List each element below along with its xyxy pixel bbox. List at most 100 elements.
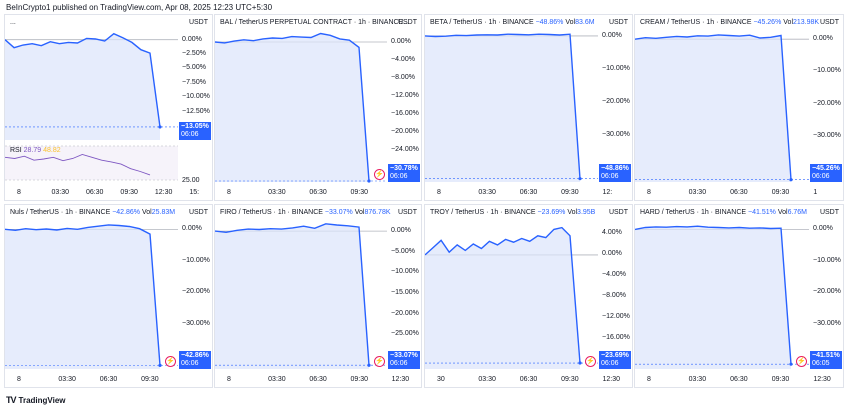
volume-label: Vol: [354, 209, 365, 216]
price-line: [5, 224, 161, 366]
x-axis-tick: 09:30: [350, 189, 368, 196]
symbol-name: FIRO / TetherUS · 1h · BINANCE: [220, 209, 323, 216]
price-chart[interactable]: [425, 15, 633, 201]
y-axis-tick: −10.00%: [602, 64, 630, 72]
tradingview-logo: TV: [6, 395, 16, 405]
publisher-header: BeInCrypto1 published on TradingView.com…: [6, 3, 273, 12]
price-chart[interactable]: [635, 15, 844, 201]
price-area: [5, 33, 160, 141]
chart-panel-5[interactable]: FIRO / TetherUS · 1h · BINANCE −33.07% V…: [214, 204, 422, 388]
tradingview-footer[interactable]: TV TradingView: [6, 395, 66, 405]
y-axis-tick: −10.00%: [182, 93, 210, 101]
lightning-icon[interactable]: ⚡: [374, 169, 385, 180]
y-axis-tick: −10.00%: [182, 256, 210, 264]
x-axis-tick: 8: [17, 189, 21, 196]
x-axis-tick: 03:30: [688, 189, 707, 196]
y-axis-tick: −4.00%: [391, 56, 415, 64]
x-axis-tick: 30: [437, 376, 445, 383]
lightning-icon[interactable]: ⚡: [374, 356, 385, 367]
y-axis-tick: −20.00%: [391, 128, 419, 135]
chart-panel-7[interactable]: HARD / TetherUS · 1h · BINANCE −41.51% V…: [634, 204, 844, 388]
x-axis-tick: 03:30: [51, 189, 69, 196]
y-axis-tick: 0.00%: [602, 31, 622, 39]
y-axis-tick: −25.00%: [391, 330, 419, 338]
chart-panel-3[interactable]: CREAM / TetherUS · 1h · BINANCE −45.26% …: [634, 14, 844, 201]
price-area: [635, 226, 791, 369]
symbol-name: BETA / TetherUS · 1h · BINANCE: [430, 19, 534, 26]
currency-button[interactable]: USDT: [397, 209, 417, 216]
price-label: −42.86%: [181, 352, 209, 359]
y-axis-tick: 4.00%: [602, 229, 622, 236]
y-axis-tick: −30.00%: [182, 319, 210, 327]
price-chart[interactable]: [635, 205, 844, 388]
y-axis-tick: −8.00%: [391, 74, 415, 82]
price-chart[interactable]: [215, 15, 422, 201]
lightning-icon[interactable]: ⚡: [796, 356, 807, 367]
y-axis-tick: −20.00%: [813, 99, 841, 107]
currency-button[interactable]: USDT: [397, 19, 417, 26]
price-label: −30.78%: [390, 165, 418, 172]
x-axis-tick: 06:30: [85, 189, 104, 196]
y-axis-tick: −4.00%: [602, 271, 626, 278]
bar-countdown: 06:06: [390, 173, 408, 180]
rsi-level-tick: 25.00: [182, 177, 200, 184]
x-axis-tick: 06:30: [730, 189, 748, 196]
y-axis-tick: 0.00%: [391, 38, 411, 46]
symbol-title[interactable]: TROY / TetherUS · 1h · BINANCE −23.69% V…: [430, 209, 595, 216]
price-area: [425, 34, 580, 183]
x-axis-tick: 09:30: [771, 376, 790, 383]
x-axis-tick: 06:30: [730, 376, 748, 383]
change-percent: −42.86%: [112, 209, 141, 216]
volume-label: Vol: [567, 209, 578, 216]
symbol-title[interactable]: Nuls / TetherUS · 1h · BINANCE −42.86% V…: [10, 209, 175, 216]
symbol-title[interactable]: CREAM / TetherUS · 1h · BINANCE −45.26% …: [640, 19, 819, 26]
currency-button[interactable]: USDT: [608, 19, 628, 26]
lightning-icon[interactable]: ⚡: [585, 356, 596, 367]
price-badge: −45.26% 06:06: [810, 164, 842, 182]
volume-label: Vol: [783, 19, 793, 26]
lightning-icon[interactable]: ⚡: [165, 356, 176, 367]
y-axis-tick: −30.00%: [602, 130, 630, 138]
symbol-title[interactable]: BAL / TetherUS PERPETUAL CONTRACT · 1h ·…: [220, 19, 409, 26]
symbol-title[interactable]: HARD / TetherUS · 1h · BINANCE −41.51% V…: [640, 209, 807, 216]
y-axis-tick: −12.00%: [391, 92, 419, 100]
symbol-title[interactable]: FIRO / TetherUS · 1h · BINANCE −33.07% V…: [220, 209, 391, 216]
chart-panel-2[interactable]: BETA / TetherUS · 1h · BINANCE −48.86% V…: [424, 14, 633, 201]
chart-panel-4[interactable]: Nuls / TetherUS · 1h · BINANCE −42.86% V…: [4, 204, 213, 388]
rsi-line: [5, 154, 151, 176]
x-axis-tick: 03:30: [478, 376, 496, 383]
last-price-dot: [158, 363, 162, 367]
currency-button[interactable]: USDT: [608, 209, 628, 216]
y-axis-tick: −7.50%: [182, 78, 206, 86]
price-chart[interactable]: [215, 205, 422, 388]
price-chart[interactable]: [5, 205, 213, 388]
price-line: [635, 225, 792, 365]
currency-button[interactable]: USDT: [819, 209, 839, 216]
currency-button[interactable]: USDT: [188, 19, 208, 26]
volume-value: 25.83M: [151, 209, 176, 216]
volume-value: 6.76M: [787, 209, 808, 216]
price-chart[interactable]: [5, 15, 213, 201]
y-axis-tick: −20.00%: [602, 97, 630, 105]
currency-button[interactable]: USDT: [188, 209, 208, 216]
price-badge: −13.05% 06:06: [179, 121, 211, 140]
x-axis-tick: 09:30: [141, 376, 159, 383]
symbol-title[interactable]: BETA / TetherUS · 1h · BINANCE −48.86% V…: [430, 19, 595, 26]
x-axis-tick: 1: [813, 189, 818, 196]
chart-panel-1[interactable]: BAL / TetherUS PERPETUAL CONTRACT · 1h ·…: [214, 14, 422, 201]
bar-countdown: 06:06: [181, 130, 199, 138]
price-label: −41.51%: [812, 352, 840, 359]
bar-countdown: 06:06: [181, 360, 199, 367]
currency-button[interactable]: USDT: [819, 19, 839, 26]
x-axis-tick: 09:30: [771, 189, 790, 196]
volume-value: 213.98K: [793, 19, 820, 26]
symbol-title[interactable]: ...: [10, 19, 16, 26]
chart-panel-0[interactable]: ... USDT 0.00% −2.50% −5.00% −7.50% −10.00% −12…: [4, 14, 213, 201]
chart-panel-6[interactable]: TROY / TetherUS · 1h · BINANCE −23.69% V…: [424, 204, 633, 388]
price-area: [425, 227, 580, 369]
price-chart[interactable]: [425, 205, 633, 388]
rsi-legend[interactable]: RSI 28.79 48.82: [10, 147, 61, 154]
x-axis-tick: 12:30: [154, 189, 173, 196]
x-axis-tick: 8: [17, 376, 21, 383]
x-axis-tick: 12:30: [602, 376, 620, 383]
